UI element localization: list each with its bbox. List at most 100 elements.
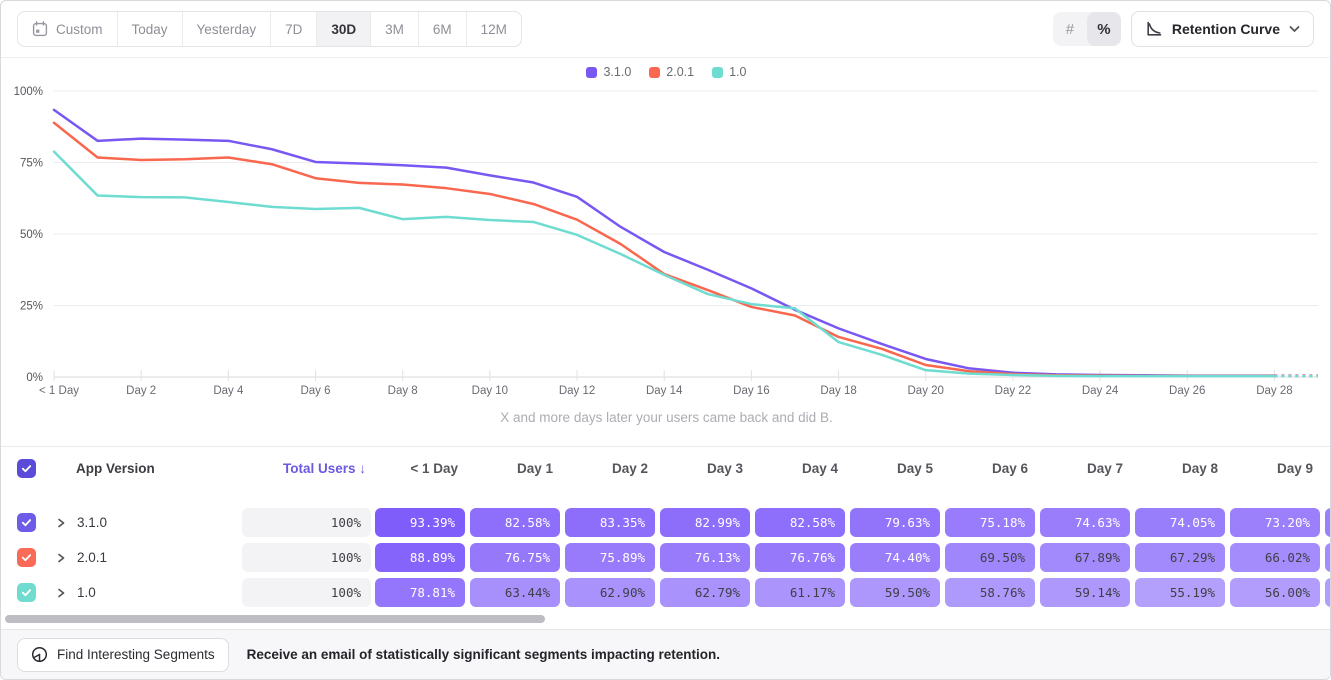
x-axis-label: Day 16 [733,385,769,397]
y-axis-label: 25% [20,301,43,313]
retention-table: App Version Total Users ↓ < 1 Day Day 1 Da… [1,446,1330,614]
retention-cell[interactable]: 59.50% [850,578,940,607]
retention-cell[interactable]: 73.20% [1230,508,1320,537]
range-button-today[interactable]: Today [118,12,183,46]
range-button-custom[interactable]: Custom [18,12,118,46]
retention-line-chart: 100% 75% 50% 25% 0%< 1 Day Day 2 Day 4 Day 6 Day… [14,86,1318,397]
total-users-cell: 100% [242,543,371,572]
range-label: 30D [331,21,357,37]
x-axis-label: Day 28 [1256,385,1292,397]
footer-bar: Find Interesting Segments Receive an ema… [1,629,1330,679]
column-header-1-day: < 1 Day [410,461,458,476]
range-button-12m[interactable]: 12M [467,12,521,46]
retention-cell[interactable]: 75.89% [565,543,655,572]
retention-cell[interactable]: 59.14% [1040,578,1130,607]
retention-cell[interactable]: 74.63% [1040,508,1130,537]
column-header-day-6: Day 6 [991,461,1028,476]
column-header-day-7: Day 7 [1086,461,1123,476]
retention-cell-clipped[interactable] [1325,543,1330,572]
retention-cell[interactable]: 88.89% [375,543,465,572]
retention-cell[interactable]: 62.79% [660,578,750,607]
checkmark-icon [21,554,32,562]
checkmark-icon [21,519,32,527]
retention-cell[interactable]: 56.00% [1230,578,1320,607]
select-all-checkbox[interactable] [17,459,36,478]
x-axis-label: Day 18 [820,385,856,397]
row-label: 1.0 [77,585,96,600]
retention-cell[interactable]: 82.99% [660,508,750,537]
row-checkbox-2.0.1[interactable] [17,548,36,567]
retention-cell[interactable]: 83.35% [565,508,655,537]
range-label: Yesterday [196,21,257,37]
retention-line-1.0 [52,150,1276,378]
column-header-day-1: Day 1 [516,461,553,476]
segments-icon [31,646,48,663]
find-interesting-segments-button[interactable]: Find Interesting Segments [17,637,229,672]
retention-cell[interactable]: 76.76% [755,543,845,572]
x-axis-label: Day 20 [908,385,944,397]
range-label: 6M [432,21,452,37]
range-label: 7D [285,21,303,37]
column-header-day-2: Day 2 [611,461,648,476]
horizontal-scrollbar-thumb[interactable] [5,615,545,623]
x-axis-label: Day 26 [1169,385,1205,397]
absolute-format-button[interactable]: # [1053,12,1087,46]
retention-cell[interactable]: 74.40% [850,543,940,572]
row-checkbox-3.1.0[interactable] [17,513,36,532]
chart-subtitle: X and more days later your users came ba… [500,410,833,425]
x-axis-label: Day 4 [213,385,244,397]
retention-cell[interactable]: 75.18% [945,508,1035,537]
retention-cell[interactable]: 82.58% [470,508,560,537]
retention-cell[interactable]: 62.90% [565,578,655,607]
retention-line-3.1.0 [52,108,1276,377]
retention-cell[interactable]: 76.13% [660,543,750,572]
retention-cell-clipped[interactable] [1325,578,1330,607]
retention-cell[interactable]: 63.44% [470,578,560,607]
range-label: 3M [385,21,404,37]
range-button-6m[interactable]: 6M [419,12,467,46]
retention-cell[interactable]: 93.39% [375,508,465,537]
x-axis-label: Day 24 [1082,385,1119,397]
retention-cell[interactable]: 67.89% [1040,543,1130,572]
retention-cell[interactable]: 79.63% [850,508,940,537]
range-button-7d[interactable]: 7D [271,12,318,46]
checkmark-icon [21,465,32,473]
total-users-cell: 100% [242,578,371,607]
x-axis-label: Day 10 [472,385,508,397]
retention-cell[interactable]: 76.75% [470,543,560,572]
find-segments-label: Find Interesting Segments [57,647,215,662]
calendar-icon [32,21,48,37]
retention-cell[interactable]: 82.58% [755,508,845,537]
retention-cell[interactable]: 58.76% [945,578,1035,607]
retention-cell[interactable]: 78.81% [375,578,465,607]
column-header-day-9: Day 9 [1276,461,1313,476]
expand-row-icon[interactable] [55,586,67,598]
retention-cell[interactable]: 55.19% [1135,578,1225,607]
column-header-total-users[interactable]: Total Users ↓ [282,461,366,476]
x-axis-label: Day 12 [559,385,595,397]
range-label: Today [131,21,168,37]
retention-cell[interactable]: 69.50% [945,543,1035,572]
chevron-down-icon [1289,25,1300,33]
chart-type-dropdown[interactable]: Retention Curve [1130,11,1314,47]
percent-icon: % [1097,20,1111,38]
column-header-day-3: Day 3 [706,461,743,476]
range-button-yesterday[interactable]: Yesterday [183,12,272,46]
row-checkbox-1.0[interactable] [17,583,36,602]
range-label: 12M [480,21,507,37]
row-label: 2.0.1 [77,550,108,565]
retention-cell[interactable]: 61.17% [755,578,845,607]
retention-cell[interactable]: 67.29% [1135,543,1225,572]
percent-format-button[interactable]: % [1086,12,1121,46]
range-button-30d[interactable]: 30D [317,12,372,46]
hash-icon: # [1065,20,1075,38]
retention-cell-clipped[interactable] [1325,508,1330,537]
column-header-app-version: App Version [76,461,155,476]
x-axis-label: Day 6 [300,385,330,397]
range-button-3m[interactable]: 3M [371,12,419,46]
retention-cell[interactable]: 74.05% [1135,508,1225,537]
x-axis-label: Day 22 [995,385,1031,397]
retention-cell[interactable]: 66.02% [1230,543,1320,572]
expand-row-icon[interactable] [55,551,67,563]
expand-row-icon[interactable] [55,516,67,528]
